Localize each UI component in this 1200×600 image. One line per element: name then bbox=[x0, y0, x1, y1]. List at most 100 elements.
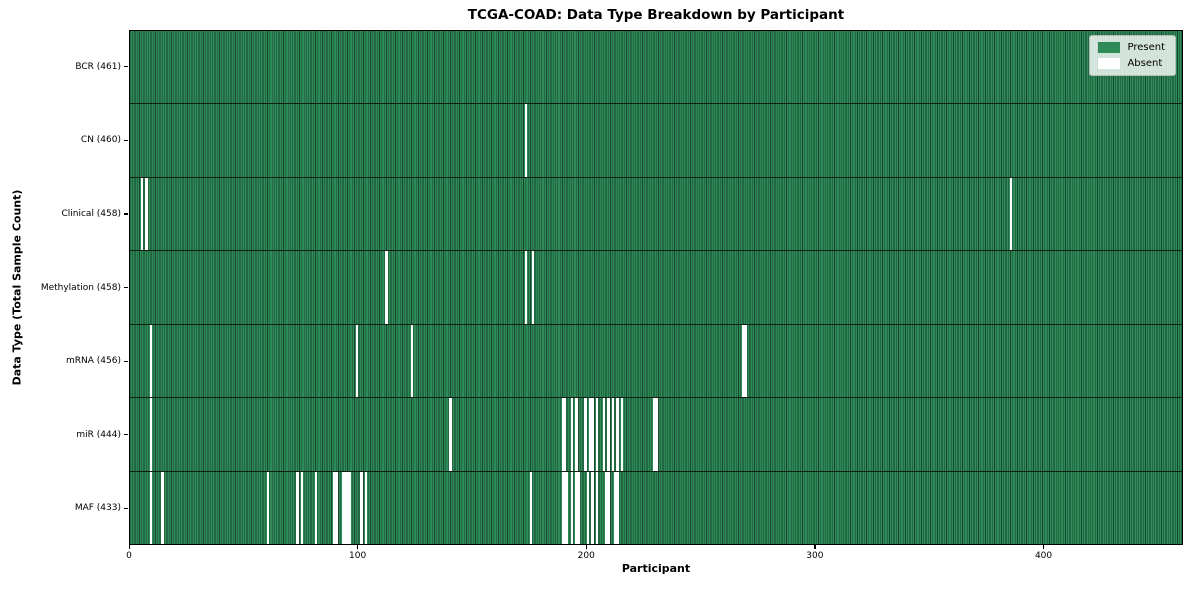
absent-bar bbox=[1009, 177, 1012, 251]
row-cn bbox=[130, 104, 1182, 178]
absent-bar bbox=[595, 398, 599, 471]
ytick-label-mir: miR (444) bbox=[76, 429, 121, 440]
y-tick-mark bbox=[124, 139, 128, 142]
absent-bar bbox=[524, 251, 528, 324]
absent-bar bbox=[584, 398, 587, 471]
absent-bar bbox=[744, 324, 747, 398]
x-tick-mark bbox=[585, 545, 587, 549]
absent-bar bbox=[652, 398, 656, 471]
absent-bar bbox=[149, 398, 153, 471]
absent-bar bbox=[655, 398, 658, 471]
absent-bar bbox=[561, 398, 564, 471]
xtick-label: 200 bbox=[577, 551, 595, 561]
absent-bar bbox=[335, 471, 338, 544]
legend-item-present: Present bbox=[1098, 42, 1165, 53]
absent-bar bbox=[296, 471, 299, 544]
chart-title: TCGA-COAD: Data Type Breakdown by Partic… bbox=[467, 7, 845, 23]
x-tick-mark bbox=[814, 545, 816, 549]
absent-bar bbox=[360, 471, 363, 544]
x-tick-mark bbox=[1043, 545, 1045, 549]
absent-bar bbox=[611, 398, 615, 471]
absent-bar bbox=[570, 471, 573, 544]
ytick-label-maf: MAF (433) bbox=[74, 503, 121, 514]
absent-bar bbox=[524, 104, 528, 177]
row-mir bbox=[130, 398, 1182, 472]
absent-bar bbox=[563, 471, 567, 544]
ytick-label-methylation: Methylation (458) bbox=[40, 282, 121, 293]
absent-bar bbox=[591, 471, 594, 544]
plot-area: Present Absent bbox=[129, 30, 1183, 545]
absent-bar bbox=[614, 471, 617, 544]
absent-bar bbox=[577, 471, 580, 544]
legend-absent-label: Absent bbox=[1127, 58, 1163, 69]
ytick-label-bcr: BCR (461) bbox=[75, 61, 121, 72]
absent-bar bbox=[604, 471, 608, 544]
legend: Present Absent bbox=[1089, 35, 1176, 76]
x-tick-mark bbox=[357, 545, 359, 549]
absent-bar bbox=[607, 398, 610, 471]
absent-bar bbox=[149, 471, 153, 544]
ytick-label-cn: CN (460) bbox=[80, 135, 121, 146]
absent-bar bbox=[145, 177, 148, 251]
xtick-label: 300 bbox=[806, 551, 824, 561]
absent-bar bbox=[575, 471, 578, 544]
absent-bar bbox=[561, 471, 564, 544]
absent-bar bbox=[344, 471, 347, 544]
y-tick-mark bbox=[124, 213, 128, 215]
absent-bar bbox=[385, 251, 388, 324]
row-bcr bbox=[130, 31, 1182, 105]
absent-bar bbox=[566, 471, 569, 544]
absent-bar bbox=[602, 398, 605, 471]
absent-bar bbox=[300, 471, 304, 544]
legend-present-label: Present bbox=[1127, 42, 1165, 53]
absent-bar bbox=[449, 398, 452, 471]
absent-bar bbox=[364, 471, 368, 544]
absent-bar bbox=[607, 471, 610, 544]
y-tick-mark bbox=[124, 287, 128, 289]
row-maf bbox=[130, 471, 1182, 544]
x-axis-label: Participant bbox=[621, 562, 691, 575]
row-methylation bbox=[130, 251, 1182, 325]
absent-bar bbox=[140, 177, 144, 251]
absent-bar bbox=[348, 471, 352, 544]
ytick-label-clinical: Clinical (458) bbox=[61, 208, 121, 219]
absent-bar bbox=[588, 398, 592, 471]
absent-bar bbox=[355, 324, 359, 398]
absent-bar bbox=[529, 471, 532, 544]
legend-present-swatch-icon bbox=[1098, 42, 1121, 53]
absent-bar bbox=[620, 398, 624, 471]
absent-bar bbox=[591, 398, 594, 471]
row-mrna bbox=[130, 324, 1182, 399]
absent-bar bbox=[570, 398, 573, 471]
xtick-label: 0 bbox=[126, 551, 132, 561]
absent-bar bbox=[342, 471, 345, 544]
absent-bar bbox=[575, 398, 578, 471]
absent-bar bbox=[742, 324, 745, 398]
y-tick-mark bbox=[124, 360, 128, 362]
y-tick-mark bbox=[124, 434, 128, 436]
absent-bar bbox=[410, 324, 413, 398]
absent-bar bbox=[563, 398, 567, 471]
x-tick-mark bbox=[128, 545, 130, 549]
legend-item-absent: Absent bbox=[1098, 58, 1165, 69]
absent-bar bbox=[161, 471, 164, 544]
absent-bar bbox=[266, 471, 269, 544]
absent-bar bbox=[346, 471, 349, 544]
absent-bar bbox=[332, 471, 336, 544]
xtick-label: 400 bbox=[1034, 551, 1053, 561]
rows-container bbox=[130, 31, 1182, 544]
legend-absent-swatch-icon bbox=[1098, 58, 1121, 69]
xtick-label: 100 bbox=[349, 551, 367, 561]
absent-bar bbox=[149, 324, 153, 398]
absent-bar bbox=[314, 471, 317, 544]
y-tick-mark bbox=[124, 507, 128, 509]
absent-bar bbox=[616, 398, 619, 471]
absent-bar bbox=[531, 251, 535, 324]
absent-bar bbox=[616, 471, 619, 544]
row-clinical bbox=[130, 177, 1182, 252]
ytick-label-mrna: mRNA (456) bbox=[66, 356, 121, 367]
absent-bar bbox=[595, 471, 599, 544]
y-tick-mark bbox=[124, 66, 128, 68]
absent-bar bbox=[586, 471, 589, 544]
